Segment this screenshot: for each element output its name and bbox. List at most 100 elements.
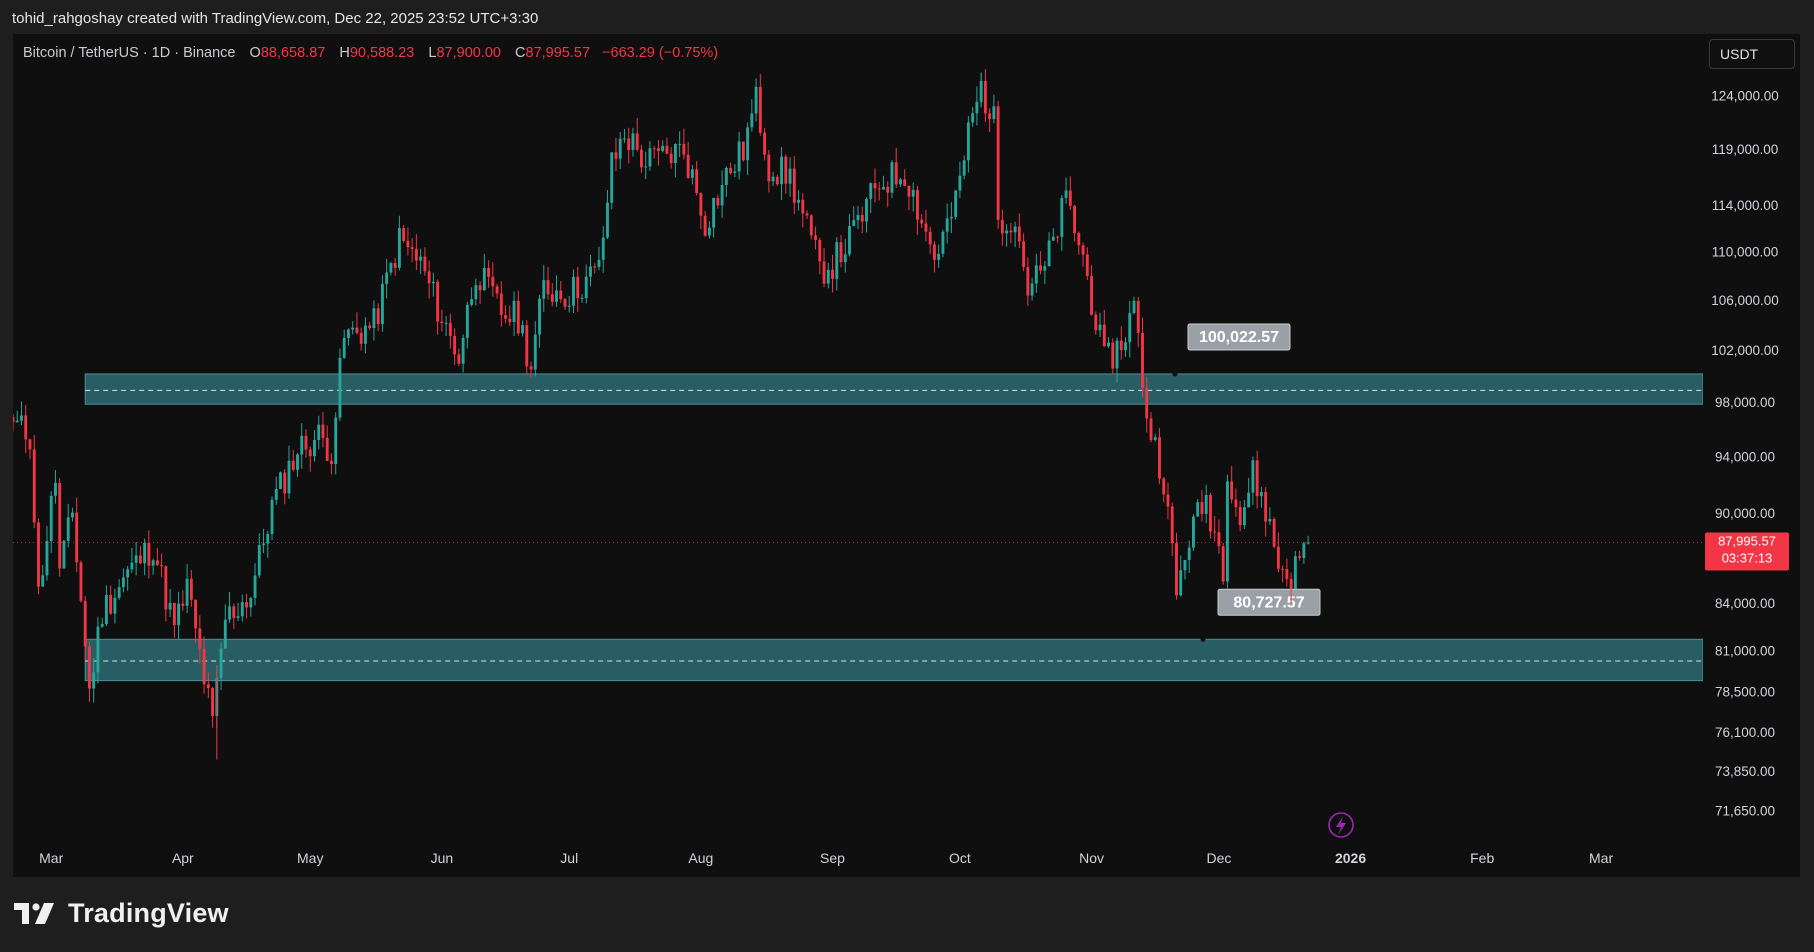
candle: [385, 258, 389, 299]
candle: [550, 283, 554, 307]
candle: [130, 547, 134, 573]
price-axis[interactable]: 128,000.00124,000.00119,000.00114,000.00…: [1703, 34, 1800, 837]
candle: [784, 154, 788, 194]
candle: [160, 553, 164, 578]
candle: [656, 140, 660, 166]
candle: [903, 169, 907, 186]
candle: [1213, 515, 1217, 542]
candle: [1073, 205, 1077, 242]
candle: [809, 214, 813, 240]
candle: [143, 538, 147, 576]
candle: [521, 320, 524, 337]
candle: [1208, 492, 1212, 539]
candle: [28, 438, 32, 460]
candle: [746, 122, 750, 176]
candle: [270, 496, 274, 540]
candle: [79, 560, 83, 603]
low-label: L: [428, 45, 437, 61]
tradingview-brand[interactable]: TradingView: [14, 898, 229, 929]
candle: [606, 190, 609, 240]
candle: [121, 568, 125, 593]
candle: [852, 206, 856, 227]
candle: [983, 68, 987, 122]
candle: [1247, 477, 1251, 508]
candle: [1153, 433, 1157, 442]
candle: [1276, 532, 1280, 573]
price-tick-label: 102,000.00: [1711, 343, 1779, 358]
candle: [1128, 301, 1132, 358]
candle: [1230, 465, 1234, 504]
candle: [720, 170, 724, 218]
candle: [138, 545, 142, 565]
support-resistance-zones[interactable]: 100,022.57 80,727.57: [84, 323, 1704, 682]
candle: [253, 563, 257, 606]
price-callout[interactable]: 100,022.57: [1172, 323, 1291, 377]
candle: [1238, 500, 1242, 532]
candle: [839, 235, 843, 268]
candle: [1013, 221, 1017, 248]
price-tick-label: 73,850.00: [1715, 764, 1775, 779]
time-tick-label: 2026: [1335, 850, 1366, 866]
candle: [1162, 477, 1166, 503]
candle: [1204, 484, 1208, 523]
last-price-label: 87,995.57: [1718, 534, 1776, 549]
candle: [644, 151, 648, 179]
candle: [516, 290, 520, 336]
candle: [457, 348, 461, 366]
candle: [1281, 565, 1285, 583]
candle: [410, 238, 414, 263]
candle: [1107, 337, 1110, 349]
replay-bolt-icon[interactable]: [1328, 812, 1354, 838]
currency-selector[interactable]: USDT: [1709, 39, 1795, 69]
price-tick-label: 90,000.00: [1715, 506, 1775, 521]
candle: [512, 291, 516, 337]
candle: [831, 254, 834, 293]
candle: [1136, 296, 1140, 348]
candle: [211, 686, 215, 728]
candle: [75, 497, 79, 572]
candle: [623, 128, 626, 143]
time-axis[interactable]: Mar Apr May Jun Jul Aug Sep Oct Nov Dec 2026 Feb Mar: [39, 850, 1613, 866]
price-zone[interactable]: 100,022.57: [84, 323, 1704, 405]
candle: [1111, 338, 1115, 375]
price-zone[interactable]: 80,727.57: [84, 588, 1704, 682]
candle: [996, 100, 1000, 229]
candle: [877, 182, 881, 201]
price-callout[interactable]: 80,727.57: [1200, 588, 1321, 642]
price-chart[interactable]: 100,022.57 80,727.57 128,000.00124,000.00…: [13, 34, 1800, 877]
candle: [1293, 551, 1297, 590]
candle: [1132, 296, 1136, 315]
candle: [465, 301, 469, 349]
candle: [924, 209, 928, 242]
candle: [682, 128, 686, 160]
price-tick-label: 98,000.00: [1715, 395, 1775, 410]
candle: [1170, 502, 1174, 556]
candle: [899, 177, 902, 187]
candle: [83, 596, 87, 661]
candle: [274, 476, 278, 505]
candle: [1098, 312, 1102, 338]
candle: [291, 450, 295, 472]
candle: [474, 278, 478, 306]
candle: [750, 99, 754, 132]
candle: [478, 281, 482, 305]
candle: [126, 565, 130, 591]
candle: [1064, 177, 1068, 204]
symbol-title[interactable]: Bitcoin / TetherUS · 1D · Binance: [23, 45, 236, 61]
candle: [1259, 487, 1263, 508]
candle: [20, 401, 23, 425]
candle: [801, 193, 805, 228]
candle: [1285, 558, 1289, 587]
candle: [941, 229, 945, 258]
candle: [1255, 450, 1259, 509]
candle: [911, 182, 915, 212]
candle: [185, 564, 189, 614]
candle: [716, 194, 720, 209]
time-tick-label: Oct: [949, 850, 971, 866]
candle: [555, 275, 558, 307]
candle: [690, 164, 694, 185]
candle: [448, 313, 452, 349]
chart-panel[interactable]: 100,022.57 80,727.57 128,000.00124,000.00…: [13, 34, 1800, 877]
candle: [423, 247, 427, 276]
candle: [737, 131, 741, 180]
